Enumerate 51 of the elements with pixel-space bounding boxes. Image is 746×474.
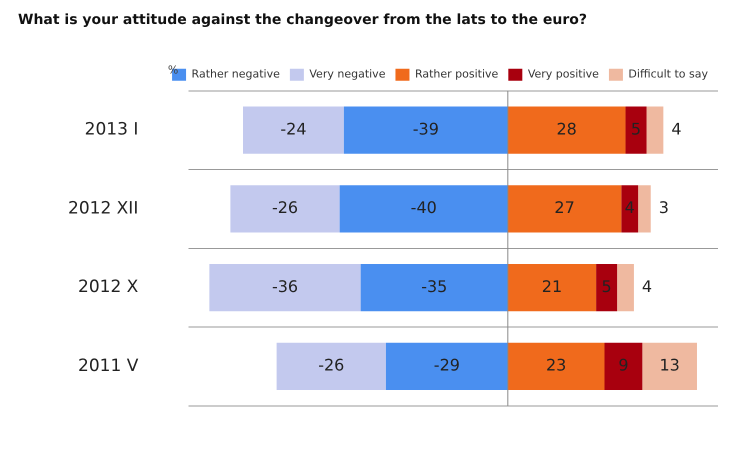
bar	[344, 106, 508, 154]
bar	[386, 342, 508, 390]
data-label: -36	[272, 276, 298, 296]
data-label: 28	[556, 119, 577, 138]
legend-label: Difficult to say	[628, 68, 708, 81]
data-label: 13	[659, 356, 680, 375]
data-label: -29	[434, 356, 460, 375]
bar	[508, 264, 596, 312]
y-tick-label: 2012 X	[78, 277, 139, 298]
bar	[209, 264, 361, 312]
legend-label: Very positive	[528, 68, 600, 81]
data-label: -40	[410, 198, 437, 218]
bar	[638, 185, 651, 233]
data-label: 4	[671, 119, 682, 138]
data-label: 9	[618, 356, 629, 375]
bar	[626, 106, 647, 154]
data-label: 21	[542, 276, 562, 296]
data-label: -26	[272, 198, 298, 218]
bar	[508, 342, 604, 390]
bar	[230, 185, 340, 233]
y-tick-label: 2011 V	[78, 356, 139, 376]
y-tick-label: 2013 I	[84, 120, 138, 140]
data-label: 3	[658, 198, 669, 218]
bar	[508, 106, 626, 154]
data-label: 5	[602, 276, 612, 296]
bar	[617, 264, 634, 312]
bar	[621, 185, 638, 233]
legend-label: Very negative	[309, 68, 386, 81]
bar	[360, 264, 508, 312]
bar	[642, 342, 697, 390]
bar	[276, 342, 386, 390]
legend-label: Rather negative	[192, 68, 280, 81]
data-label: 5	[630, 119, 642, 138]
y-tick-label: 2012 XII	[68, 198, 138, 218]
data-label: 23	[546, 356, 566, 375]
bar	[508, 185, 622, 233]
data-label: -26	[318, 356, 344, 375]
bar	[242, 106, 344, 154]
bar	[646, 106, 664, 154]
text: %	[168, 64, 178, 77]
legend-label: Rather positive	[414, 68, 499, 81]
bar	[596, 264, 618, 312]
chart-title: What is your attitude against the changeover from the lats to the euro?	[18, 12, 587, 28]
data-label: -39	[412, 119, 439, 138]
data-label: -35	[421, 276, 448, 296]
data-label: 4	[642, 276, 652, 296]
bar	[604, 342, 642, 390]
bar	[340, 185, 508, 233]
data-label: 27	[554, 198, 575, 218]
data-label: 4	[624, 198, 635, 218]
data-label: -24	[280, 119, 306, 138]
